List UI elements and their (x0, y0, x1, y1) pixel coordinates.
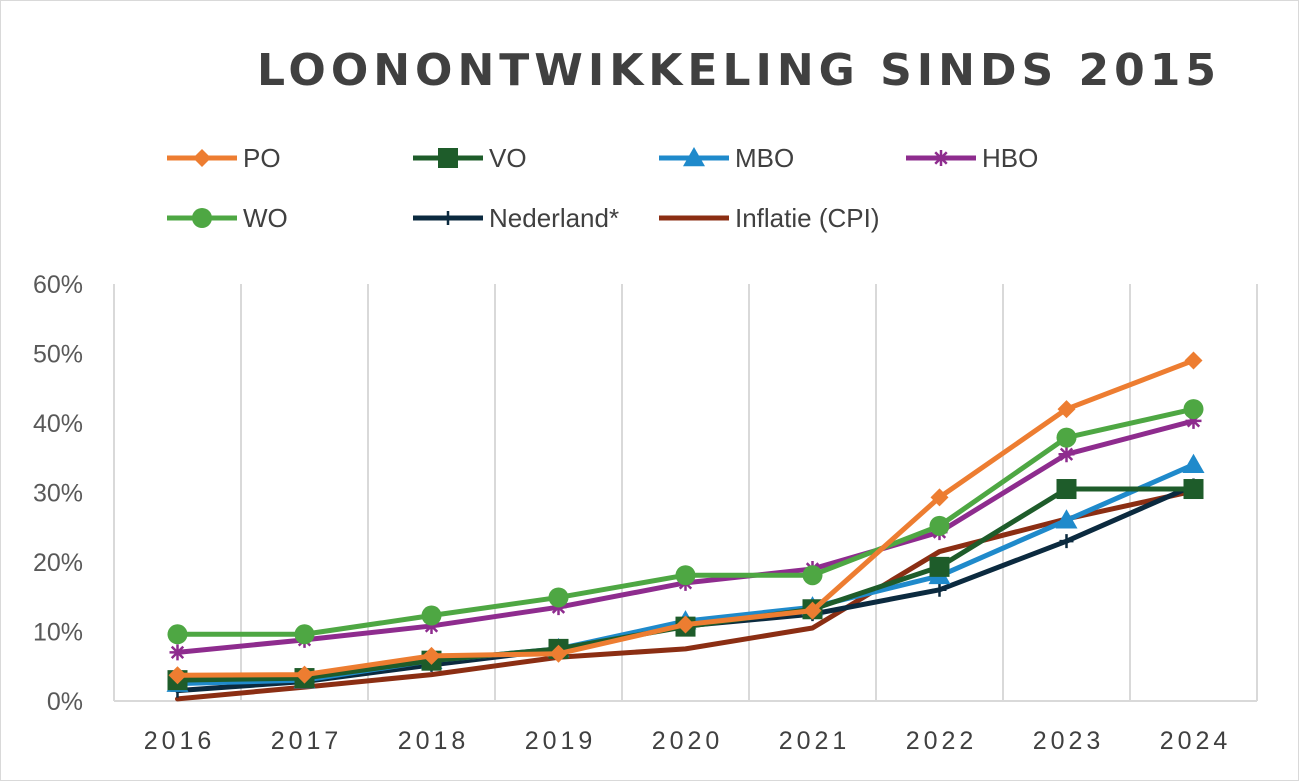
data-point-circle (294, 624, 315, 645)
data-point-triangle (683, 147, 705, 167)
y-tick-label: 40% (33, 410, 83, 438)
data-point-diamond (676, 615, 695, 634)
data-point-star (169, 644, 186, 661)
data-point-triangle (1055, 509, 1078, 529)
legend-label: Nederland* (489, 203, 619, 233)
data-point-plus (1059, 534, 1074, 549)
data-point-square (438, 148, 458, 168)
series-line (175, 406, 1196, 637)
data-point-star (1185, 412, 1202, 429)
legend-item: PO (167, 143, 281, 173)
data-point-circle (802, 565, 823, 586)
legend-item: Inflatie (CPI) (659, 203, 880, 233)
data-point-diamond (930, 488, 949, 507)
y-tick-label: 20% (33, 549, 83, 577)
y-tick-label: 60% (33, 271, 83, 299)
x-axis: 2016 2017 2018 2019 2020 2021 2022 2023 2024 (144, 727, 1232, 755)
data-point-plus (932, 582, 947, 597)
x-tick-label: 2020 (652, 727, 724, 755)
data-point-star (1058, 446, 1075, 463)
data-point-star (933, 150, 949, 166)
data-point-circle (421, 605, 442, 626)
data-point-circle (675, 565, 696, 586)
data-point-square (1056, 479, 1077, 500)
series-wo (167, 399, 1204, 645)
legend-label: Inflatie (CPI) (735, 203, 880, 233)
x-tick-label: 2016 (144, 727, 216, 755)
data-point-triangle (1182, 453, 1205, 473)
x-tick-label: 2024 (1160, 727, 1232, 755)
legend-label: VO (489, 143, 527, 173)
data-point-star (423, 617, 440, 634)
data-point-circle (548, 587, 569, 608)
legend-item: MBO (659, 143, 794, 173)
data-point-square (929, 556, 950, 577)
chart-title: LOONONTWIKKELING SINDS 2015 (257, 45, 1221, 96)
y-tick-label: 50% (33, 341, 83, 369)
y-tick-label: 0% (47, 688, 83, 716)
data-point-diamond (549, 644, 568, 663)
data-point-diamond (422, 646, 441, 665)
legend: PO VO MBO HBO WO Nederland* Inflatie (CPI) (167, 143, 1038, 233)
legend-item: Nederland* (413, 203, 619, 233)
data-point-circle (1056, 427, 1077, 448)
y-tick-label: 10% (33, 619, 83, 647)
legend-label: PO (243, 143, 281, 173)
legend-label: HBO (982, 143, 1038, 173)
y-axis: 0% 10% 20% 30% 40% 50% 60% (33, 271, 83, 716)
x-tick-label: 2017 (271, 727, 343, 755)
data-point-circle (167, 624, 188, 645)
x-tick-label: 2021 (779, 727, 851, 755)
data-point-diamond (1184, 351, 1203, 370)
data-point-square (1183, 479, 1204, 500)
data-point-diamond (1057, 400, 1076, 419)
legend-label: MBO (735, 143, 794, 173)
data-point-diamond (193, 149, 211, 167)
legend-item: WO (167, 203, 288, 233)
data-point-circle (1183, 399, 1204, 420)
series-layer (166, 351, 1205, 702)
x-tick-label: 2018 (398, 727, 470, 755)
data-point-circle (192, 208, 212, 228)
data-point-diamond (168, 666, 187, 685)
x-tick-label: 2022 (906, 727, 978, 755)
legend-item: HBO (906, 143, 1038, 173)
data-point-plus (441, 211, 455, 225)
data-point-diamond (295, 665, 314, 684)
legend-item: VO (413, 143, 527, 173)
series-inflatie-cpi (175, 488, 1196, 702)
series-po (168, 351, 1203, 685)
gridlines (113, 284, 1258, 702)
x-tick-label: 2019 (525, 727, 597, 755)
y-tick-label: 30% (33, 480, 83, 508)
x-tick-label: 2023 (1033, 727, 1105, 755)
data-point-diamond (803, 601, 822, 620)
data-point-circle (929, 515, 950, 536)
series-line (175, 488, 1196, 702)
legend-label: WO (243, 203, 288, 233)
